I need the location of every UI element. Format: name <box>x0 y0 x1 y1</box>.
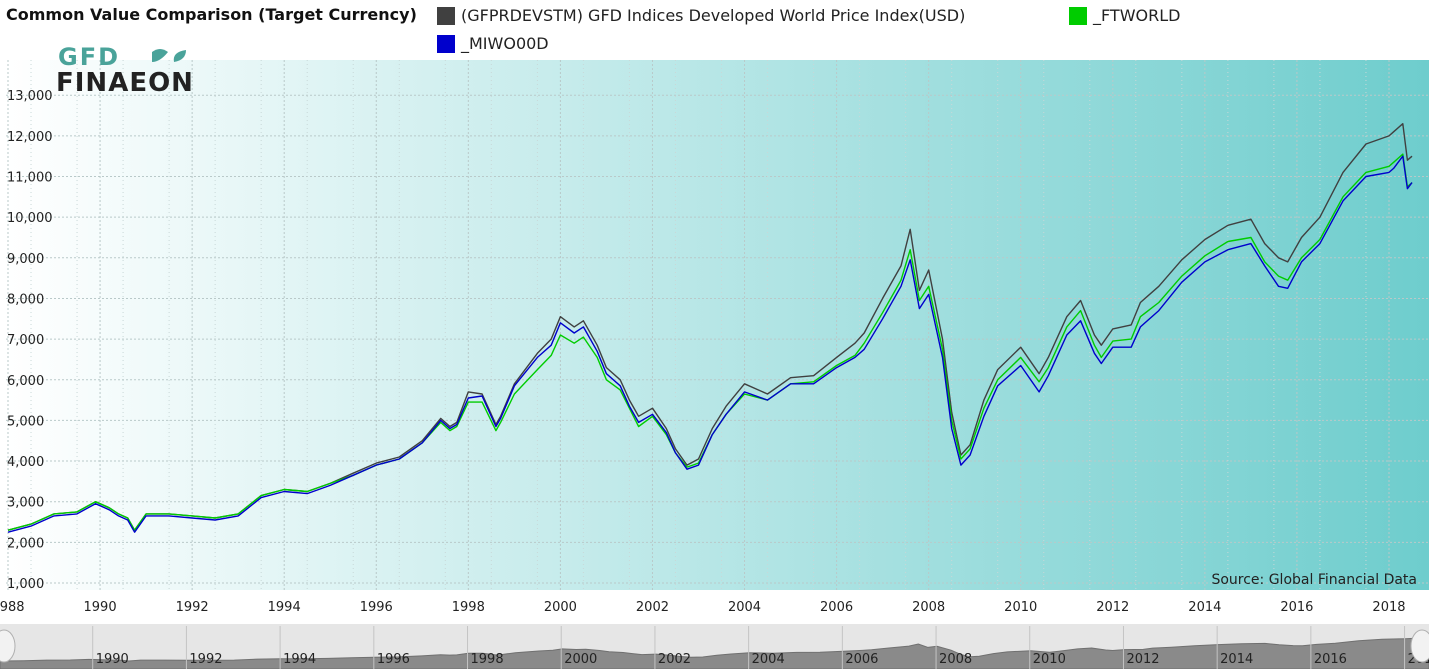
navigator-tick-label: 2002 <box>658 652 691 667</box>
navigator-handle-right[interactable] <box>1410 629 1429 663</box>
logo-leaf-icon <box>152 49 168 62</box>
legend-item-miwo[interactable]: _MIWO00D <box>437 34 549 53</box>
y-tick-label: 4,000 <box>7 455 44 470</box>
grid <box>6 60 1429 590</box>
plot-background <box>6 60 1429 590</box>
x-tick-label: 2016 <box>1280 600 1313 615</box>
logo-finaeon-text: FINAEON <box>56 68 194 94</box>
legend-item-ftworld[interactable]: _FTWORLD <box>1069 6 1180 25</box>
x-tick-label: 2014 <box>1188 600 1221 615</box>
series-lines <box>7 122 1413 533</box>
navigator-tick-label: 2000 <box>564 652 597 667</box>
x-tick-label: 2006 <box>820 600 853 615</box>
x-tick-label: 1990 <box>84 600 117 615</box>
navigator-tick-label: 2016 <box>1314 652 1347 667</box>
y-tick-label: 1,000 <box>7 577 44 592</box>
y-tick-label: 3,000 <box>7 496 44 511</box>
legend-swatch-gfd <box>437 6 455 25</box>
navigator-tick-label: 1998 <box>471 652 504 667</box>
x-tick-label: 1988 <box>0 600 25 615</box>
x-tick-label: 1996 <box>360 600 393 615</box>
source-label: Source: Global Financial Data <box>1211 572 1417 588</box>
series-line-miwo[interactable] <box>7 155 1413 533</box>
navigator-tick-label: 2006 <box>845 652 878 667</box>
y-tick-label: 9,000 <box>7 252 44 267</box>
navigator-tick-label: 2010 <box>1033 652 1066 667</box>
y-tick-label: 5,000 <box>7 414 44 429</box>
navigator-tick-label: 2012 <box>1126 652 1159 667</box>
x-tick-label: 2004 <box>728 600 761 615</box>
navigator-axis: 1990 1992 1994 1996 1998 2000 2002 2004 2006 2008… <box>92 626 1429 669</box>
navigator-tick-label: 2004 <box>752 652 785 667</box>
legend-item-gfd[interactable]: (GFPRDEVSTM) GFD Indices Developed World… <box>437 6 965 25</box>
y-tick-label: 11,000 <box>7 171 53 186</box>
x-tick-label: 1994 <box>268 600 301 615</box>
legend-label-miwo: _MIWO00D <box>461 34 549 53</box>
legend-swatch-ftworld <box>1069 6 1087 25</box>
navigator-handle-left[interactable] <box>0 629 16 663</box>
legend-swatch-miwo <box>437 34 455 53</box>
navigator-tick-label: 1996 <box>377 652 410 667</box>
chart-title: Common Value Comparison (Target Currency… <box>6 5 417 24</box>
x-tick-label: 2018 <box>1372 600 1405 615</box>
logo-leaf-icon-2 <box>173 50 186 62</box>
y-tick-label: 6,000 <box>7 374 44 389</box>
x-tick-label: 2000 <box>544 600 577 615</box>
gfd-finaeon-logo: GFD FINAEON <box>56 44 194 94</box>
y-tick-label: 10,000 <box>7 211 53 226</box>
navigator-tick-label: 2008 <box>939 652 972 667</box>
navigator-tick-label: 1990 <box>96 652 129 667</box>
x-tick-label: 2010 <box>1004 600 1037 615</box>
x-tick-label: 2002 <box>636 600 669 615</box>
logo-gfd-text: GFD <box>58 44 120 71</box>
x-tick-label: 1998 <box>452 600 485 615</box>
y-axis: 1,000 2,000 3,000 4,000 5,000 6,000 7,000 8,000… <box>7 89 53 592</box>
legend-label-ftworld: _FTWORLD <box>1093 6 1181 25</box>
navigator-tick-label: 2014 <box>1220 652 1253 667</box>
x-axis: 1988 1990 1992 1994 1996 1998 2000 2002 2004 2006… <box>0 600 1406 615</box>
y-tick-label: 7,000 <box>7 333 44 348</box>
y-tick-label: 2,000 <box>7 536 44 551</box>
x-tick-label: 2012 <box>1096 600 1129 615</box>
y-tick-label: 13,000 <box>7 89 53 104</box>
legend-label-gfd: (GFPRDEVSTM) GFD Indices Developed World… <box>461 6 966 25</box>
navigator[interactable]: 1990 1992 1994 1996 1998 2000 2002 2004 2006 2008… <box>0 624 1429 669</box>
y-tick-label: 8,000 <box>7 292 44 307</box>
navigator-tick-label: 1994 <box>283 652 316 667</box>
x-tick-label: 2008 <box>912 600 945 615</box>
x-tick-label: 1992 <box>176 600 209 615</box>
navigator-tick-label: 1992 <box>189 652 222 667</box>
navigator-area <box>0 637 1429 669</box>
y-tick-label: 12,000 <box>7 130 53 145</box>
